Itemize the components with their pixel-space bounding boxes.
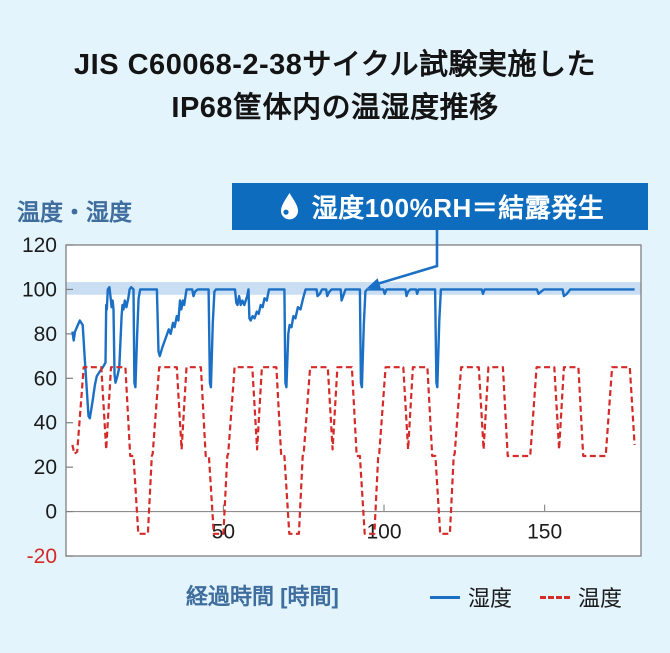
callout-arrowhead xyxy=(367,278,382,290)
humidity-line-swatch xyxy=(430,595,460,599)
plot-frame xyxy=(65,244,642,557)
water-drop-icon xyxy=(280,192,298,219)
y-tick-label: -20 xyxy=(27,545,57,568)
legend-label-humidity: 湿度 xyxy=(468,586,513,611)
y-tick-label: 100 xyxy=(22,278,57,301)
y-tick-label: 120 xyxy=(22,234,57,257)
x-tick-label: 150 xyxy=(527,521,562,544)
callout-text: 湿度100%RH＝結露発生 xyxy=(311,193,605,223)
legend-item-temperature: 温度 xyxy=(540,581,622,613)
x-tick-label: 100 xyxy=(366,521,401,544)
callout-arrow xyxy=(371,230,439,287)
legend-label-temperature: 温度 xyxy=(578,586,623,611)
page-title: JIS C60068-2-38サイクル試験実施した IP68筐体内の温湿度推移 xyxy=(0,44,670,130)
title-line-2: IP68筐体内の温湿度推移 xyxy=(171,92,499,124)
humidity-line xyxy=(71,286,635,420)
legend-item-humidity: 湿度 xyxy=(430,581,512,613)
y-axis-label: 温度・湿度 xyxy=(17,199,132,225)
y-tick-label: 60 xyxy=(34,367,57,390)
y-tick-label: 0 xyxy=(45,501,57,524)
temperature-line xyxy=(71,366,636,535)
y-tick-label: 40 xyxy=(34,412,57,435)
chart-legend: 湿度 温度 xyxy=(430,582,622,612)
title-line-1: JIS C60068-2-38サイクル試験実施した xyxy=(74,49,596,81)
y-tick-label: 20 xyxy=(34,456,57,479)
temperature-line-swatch xyxy=(540,595,571,599)
condensation-callout-badge: 湿度100%RH＝結露発生 xyxy=(232,183,648,230)
x-axis-label: 経過時間 [時間] xyxy=(186,584,339,609)
y-tick-label: 80 xyxy=(34,323,57,346)
